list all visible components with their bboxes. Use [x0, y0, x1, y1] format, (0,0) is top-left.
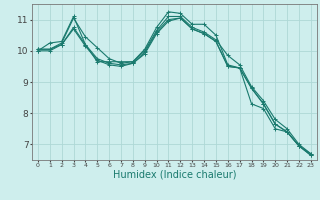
X-axis label: Humidex (Indice chaleur): Humidex (Indice chaleur) — [113, 170, 236, 180]
